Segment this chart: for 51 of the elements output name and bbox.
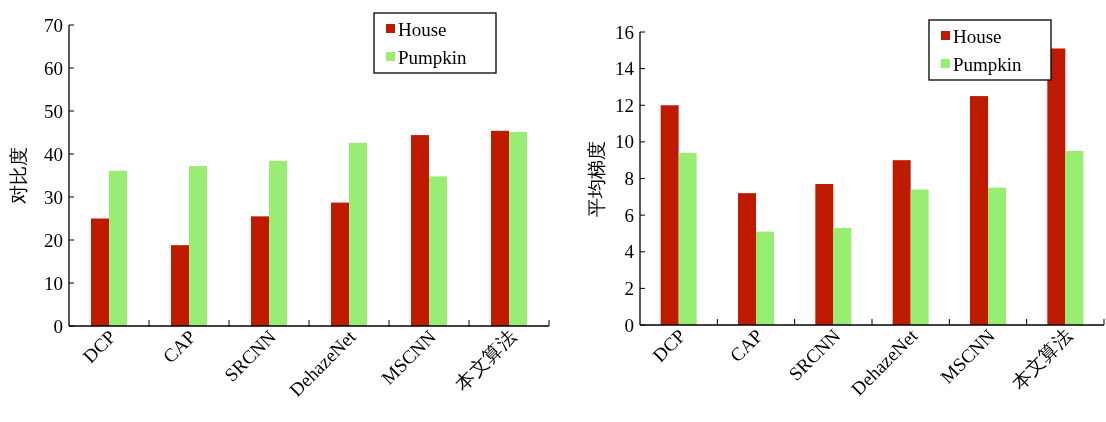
bar — [910, 189, 929, 325]
legend-label: House — [953, 25, 1002, 47]
bar — [349, 142, 367, 326]
y-tick-label: 70 — [44, 14, 63, 36]
bar — [1065, 151, 1084, 325]
legend-label: Pumpkin — [398, 46, 468, 68]
y-tick-label: 12 — [615, 94, 634, 116]
x-tick-label: 本文算法 — [451, 325, 520, 395]
y-axis-title: 平均梯度 — [585, 140, 607, 217]
bar — [892, 160, 911, 325]
bar — [1047, 48, 1066, 325]
bar — [269, 160, 287, 326]
y-tick-label: 16 — [615, 21, 634, 43]
bar — [189, 166, 207, 326]
y-tick-label: 2 — [624, 277, 634, 299]
y-tick-label: 40 — [44, 143, 63, 165]
bar — [109, 170, 127, 326]
y-tick-label: 0 — [53, 315, 63, 337]
bar — [660, 105, 679, 325]
bar — [678, 152, 697, 325]
x-tick-label: CAP — [158, 325, 200, 367]
y-tick-label: 10 — [44, 272, 63, 294]
bar — [738, 193, 756, 325]
y-tick-label: 50 — [44, 100, 63, 122]
y-tick-label: 6 — [624, 204, 634, 226]
y-tick-label: 10 — [615, 131, 634, 153]
bar — [988, 187, 1006, 325]
bar — [509, 132, 527, 326]
bar — [91, 218, 109, 326]
bar — [251, 216, 269, 326]
y-tick-label: 8 — [624, 168, 634, 189]
bar — [331, 202, 349, 326]
y-tick-label: 0 — [624, 314, 634, 336]
y-axis-title: 对比度 — [7, 147, 29, 204]
bar — [171, 245, 189, 326]
y-tick-label: 4 — [624, 241, 635, 263]
bar — [756, 231, 774, 325]
legend-label: House — [398, 18, 447, 40]
bar — [411, 135, 429, 326]
bar — [815, 183, 834, 325]
y-tick-label: 60 — [44, 57, 63, 79]
bar — [970, 96, 988, 325]
legend-label: Pumpkin — [953, 53, 1023, 75]
bar — [833, 227, 852, 325]
bar — [429, 176, 447, 326]
x-tick-label: 本文算法 — [1007, 324, 1077, 394]
y-tick-label: 20 — [44, 229, 63, 251]
y-tick-label: 30 — [44, 186, 63, 208]
x-tick-label: CAP — [725, 324, 767, 366]
y-tick-label: 14 — [615, 58, 635, 80]
bar — [491, 130, 509, 326]
